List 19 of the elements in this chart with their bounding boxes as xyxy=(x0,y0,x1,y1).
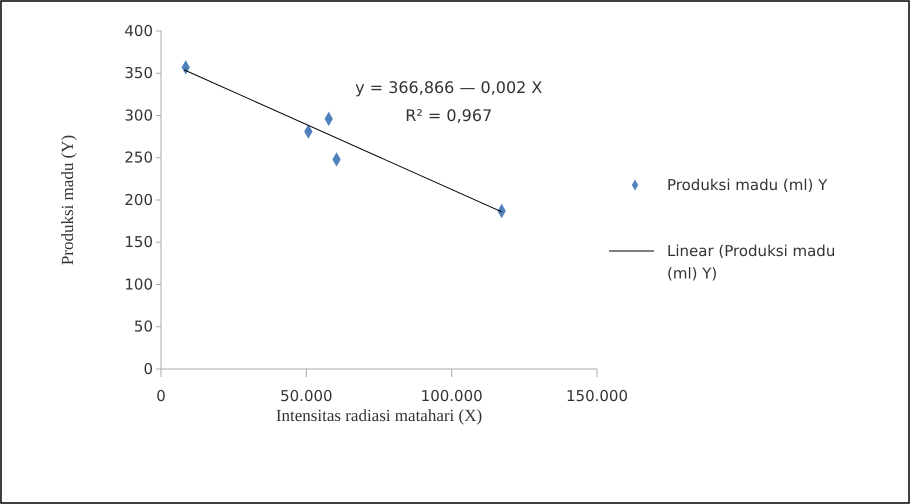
x-tick-label: 50.000 xyxy=(280,387,333,405)
x-tick-label: 150.000 xyxy=(566,387,628,405)
y-tick-label: 200 xyxy=(124,190,153,209)
y-tick-label: 350 xyxy=(124,64,153,82)
legend-label: Produksi madu (ml) Y xyxy=(667,176,828,194)
y-tick-label: 250 xyxy=(124,148,153,167)
y-tick-label: 50 xyxy=(134,318,153,336)
y-tick-label: 300 xyxy=(124,106,153,124)
y-tick-label: 100 xyxy=(124,275,153,294)
y-axis-title: Produksi madu (Y) xyxy=(58,134,77,266)
y-tick-label: 0 xyxy=(143,360,153,378)
x-axis-title: Intensitas radiasi matahari (X) xyxy=(276,406,482,425)
x-tick-label: 0 xyxy=(156,387,166,405)
x-tick-label: 100.000 xyxy=(420,387,483,405)
annotation: y = 366,866 — 0,002 X xyxy=(355,78,542,97)
legend-label: Linear (Produksi madu (ml) Y) xyxy=(667,242,836,282)
y-tick-label: 400 xyxy=(124,22,153,40)
y-tick-label: 150 xyxy=(124,233,153,252)
annotation: R² = 0,967 xyxy=(405,106,492,125)
